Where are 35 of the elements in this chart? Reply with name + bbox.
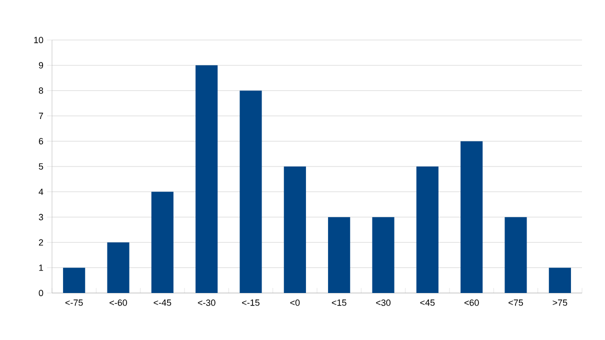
bar <box>107 242 130 293</box>
y-tick-label: 6 <box>38 138 44 144</box>
bar <box>328 217 350 293</box>
bar <box>63 268 86 293</box>
bar <box>240 90 262 293</box>
y-tick-label: 1 <box>39 264 44 271</box>
y-tick-label: 10 <box>34 36 44 44</box>
y-tick-label: 3 <box>38 214 44 220</box>
x-tick-label: >75 <box>552 300 568 306</box>
x-tick-label: <-60 <box>110 300 128 306</box>
bar <box>504 217 527 293</box>
y-tick-label: 0 <box>38 290 44 296</box>
bar <box>460 141 483 293</box>
y-tick-label: 9 <box>38 62 44 68</box>
bar <box>372 217 394 293</box>
x-tick-label: <0 <box>290 300 300 306</box>
x-tick-label: <75 <box>508 300 523 306</box>
y-tick-label: 7 <box>38 112 44 119</box>
y-tick-label: 4 <box>38 188 44 195</box>
x-tick-label: <-75 <box>65 300 83 306</box>
x-tick-label: <45 <box>420 300 435 306</box>
x-tick-label: <60 <box>464 300 479 306</box>
y-tick-label: 2 <box>38 239 44 246</box>
x-tick-label: <30 <box>376 300 391 306</box>
bar <box>151 192 174 293</box>
x-tick-label: <-30 <box>198 300 216 306</box>
y-tick-label: 8 <box>38 87 44 94</box>
x-tick-label: <-15 <box>242 300 260 306</box>
bar <box>196 65 218 293</box>
bar <box>548 268 571 293</box>
bar <box>416 166 438 293</box>
x-tick-label: <15 <box>332 300 346 306</box>
y-tick-label: 5 <box>38 163 44 170</box>
x-tick-label: <-45 <box>154 300 172 306</box>
bar <box>284 166 306 293</box>
